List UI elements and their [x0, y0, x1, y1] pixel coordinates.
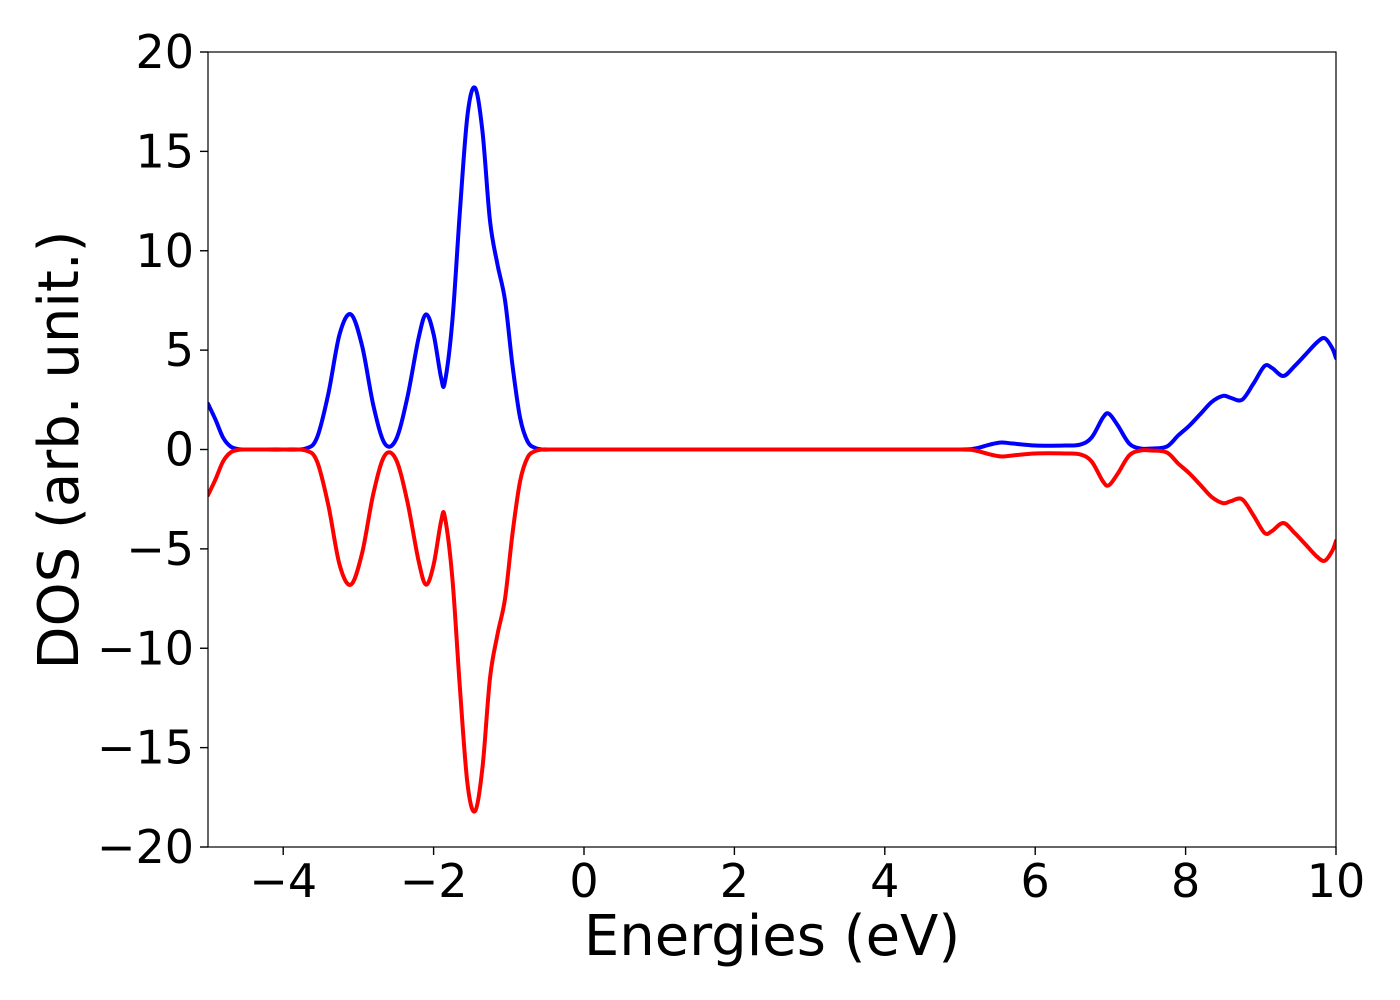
y-tick-label: −15 [97, 721, 194, 775]
y-tick-label: 0 [165, 423, 194, 477]
y-tick-label: 15 [135, 124, 194, 178]
y-tick-label: 5 [165, 323, 194, 377]
x-axis-label: Energies (eV) [584, 904, 960, 969]
x-tick-label: −4 [249, 854, 317, 908]
y-axis-label: DOS (arb. unit.) [27, 230, 92, 669]
y-tick-label: −5 [126, 522, 194, 576]
y-tick-label: −10 [97, 621, 194, 675]
y-axis-ticks: −20 −15 −10 −5 0 5 10 15 20 [97, 25, 208, 874]
x-tick-label: −2 [400, 854, 468, 908]
y-tick-label: 20 [135, 25, 194, 79]
x-tick-label: 8 [1171, 854, 1200, 908]
series-line-spin-up [208, 85, 1336, 452]
x-tick-label: 2 [720, 854, 749, 908]
x-tick-label: 4 [870, 854, 899, 908]
y-tick-label: −20 [97, 820, 194, 874]
x-axis-ticks: −4 −2 0 2 4 6 8 10 [249, 847, 1365, 908]
x-tick-label: 6 [1021, 854, 1050, 908]
x-tick-label: 10 [1307, 854, 1366, 908]
y-tick-label: 10 [135, 224, 194, 278]
x-tick-label: 0 [569, 854, 598, 908]
series-line-spin-down [208, 447, 1336, 814]
series-layer [208, 85, 1336, 814]
